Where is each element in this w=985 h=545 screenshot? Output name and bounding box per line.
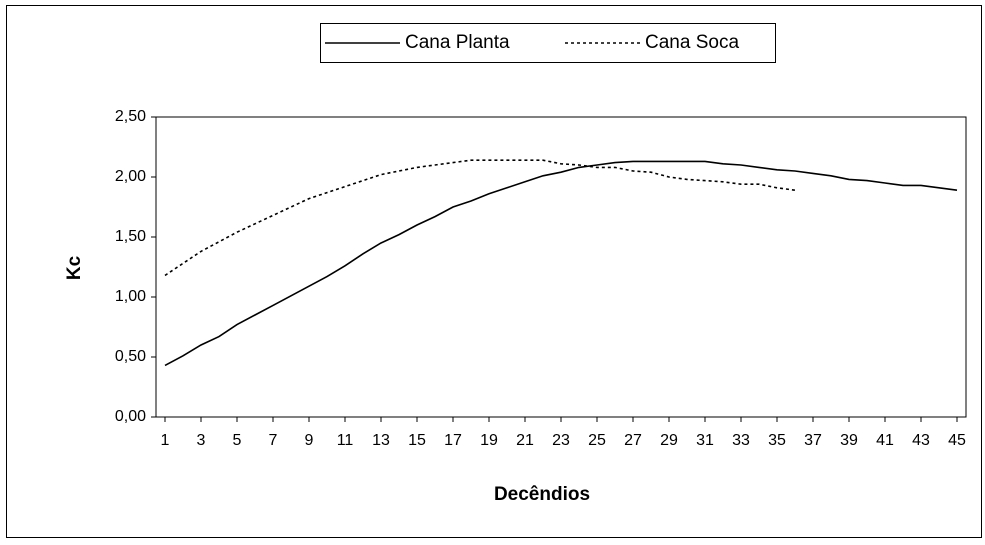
y-axis-title: Kc xyxy=(64,255,85,280)
legend-label: Cana Planta xyxy=(405,32,510,53)
x-axis-title: Decêndios xyxy=(494,484,590,505)
legend-label: Cana Soca xyxy=(645,32,739,53)
x-tick-label: 35 xyxy=(768,432,786,449)
x-tick-label: 31 xyxy=(696,432,714,449)
y-tick-label: 0,50 xyxy=(115,348,146,365)
x-tick-label: 5 xyxy=(233,432,242,449)
x-tick-label: 21 xyxy=(516,432,534,449)
x-tick-label: 11 xyxy=(337,432,354,449)
x-tick-label: 41 xyxy=(876,432,894,449)
x-tick-label: 39 xyxy=(840,432,858,449)
x-tick-label: 45 xyxy=(948,432,966,449)
x-tick-label: 23 xyxy=(552,432,570,449)
x-tick-label: 7 xyxy=(269,432,278,449)
x-tick-label: 37 xyxy=(804,432,822,449)
x-tick-label: 9 xyxy=(305,432,314,449)
x-tick-label: 25 xyxy=(588,432,606,449)
x-tick-label: 17 xyxy=(444,432,462,449)
y-tick-label: 1,50 xyxy=(115,228,146,245)
x-tick-label: 3 xyxy=(197,432,206,449)
x-tick-label: 29 xyxy=(660,432,678,449)
y-tick-label: 2,50 xyxy=(115,108,146,125)
y-tick-label: 1,00 xyxy=(115,288,146,305)
x-tick-label: 13 xyxy=(372,432,390,449)
x-tick-label: 33 xyxy=(732,432,750,449)
x-tick-label: 1 xyxy=(161,432,170,449)
series-line xyxy=(164,160,958,367)
y-tick-label: 0,00 xyxy=(115,408,146,425)
y-tick-label: 2,00 xyxy=(115,168,146,185)
plot-area xyxy=(155,116,967,418)
x-tick-label: 43 xyxy=(912,432,930,449)
x-tick-label: 27 xyxy=(624,432,642,449)
x-tick-label: 19 xyxy=(480,432,498,449)
series-line xyxy=(164,159,796,277)
x-tick-label: 15 xyxy=(408,432,426,449)
